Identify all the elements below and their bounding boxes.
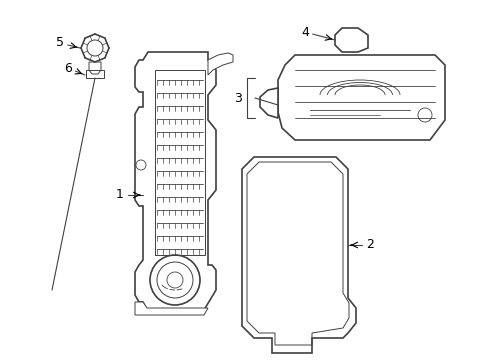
- Polygon shape: [135, 52, 216, 310]
- Text: 5: 5: [56, 36, 64, 49]
- Polygon shape: [334, 28, 367, 52]
- Polygon shape: [278, 55, 444, 140]
- Text: 1: 1: [116, 189, 123, 202]
- Polygon shape: [155, 70, 204, 255]
- Text: 3: 3: [234, 91, 242, 104]
- Polygon shape: [260, 88, 278, 118]
- Text: 4: 4: [301, 26, 308, 39]
- Text: 6: 6: [64, 62, 72, 75]
- Polygon shape: [242, 157, 355, 353]
- Polygon shape: [207, 53, 232, 75]
- Polygon shape: [135, 302, 207, 315]
- Text: 2: 2: [366, 238, 373, 252]
